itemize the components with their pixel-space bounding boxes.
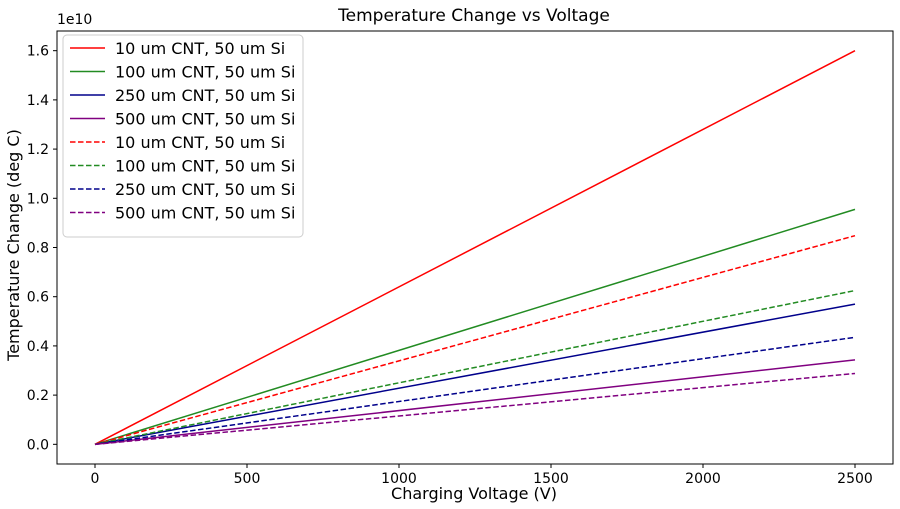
series-line-4 — [94, 359, 856, 446]
series-line-1 — [94, 50, 856, 445]
series-line-5 — [94, 234, 856, 446]
series-line-6 — [94, 289, 856, 446]
x-tick-label: 1500 — [533, 471, 569, 487]
series-line-3 — [94, 303, 856, 446]
y-tick-label: 0.0 — [27, 437, 49, 453]
x-axis-ticks: 0 500 1000 1500 2000 2500 — [91, 464, 873, 487]
legend-label: 250 um CNT, 50 um Si — [115, 86, 295, 105]
legend-label: 500 um CNT, 50 um Si — [115, 204, 295, 223]
y-tick-label: 0.6 — [27, 290, 49, 306]
y-tick-label: 1.6 — [27, 44, 49, 60]
x-tick-label: 0 — [91, 471, 100, 487]
y-tick-label: 0.8 — [27, 241, 49, 257]
plot-area — [56, 30, 894, 465]
y-tick-label: 1.0 — [27, 191, 49, 207]
x-tick-label: 2500 — [837, 471, 873, 487]
y-tick-label: 1.4 — [27, 93, 49, 109]
legend-label: 250 um CNT, 50 um Si — [115, 180, 295, 199]
y-axis-ticks: 0.0 0.2 0.4 0.6 0.8 1.0 1.2 1.4 1.6 — [27, 44, 57, 453]
chart-title: Temperature Change vs Voltage — [337, 6, 610, 26]
y-axis-title: Temperature Change (deg C) — [4, 129, 23, 362]
x-tick-label: 2000 — [685, 471, 721, 487]
series-line-2 — [94, 208, 856, 446]
series-line-7 — [94, 336, 856, 446]
legend-label: 100 um CNT, 50 um Si — [115, 63, 295, 82]
y-tick-label: 1.2 — [27, 142, 49, 158]
x-tick-label: 500 — [234, 471, 261, 487]
legend: 10 um CNT, 50 um Si 100 um CNT, 50 um Si 2… — [62, 34, 304, 238]
x-tick-label: 1000 — [381, 471, 417, 487]
y-offset-label: 1e10 — [57, 12, 92, 28]
y-tick-label: 0.2 — [27, 388, 49, 404]
x-axis-title: Charging Voltage (V) — [391, 484, 557, 503]
legend-label: 100 um CNT, 50 um Si — [115, 157, 295, 176]
legend-label: 10 um CNT, 50 um Si — [115, 133, 285, 152]
series-line-8 — [94, 372, 856, 446]
legend-box — [62, 34, 304, 238]
y-tick-label: 0.4 — [27, 339, 49, 355]
legend-label: 10 um CNT, 50 um Si — [115, 39, 285, 58]
legend-label: 500 um CNT, 50 um Si — [115, 110, 295, 129]
